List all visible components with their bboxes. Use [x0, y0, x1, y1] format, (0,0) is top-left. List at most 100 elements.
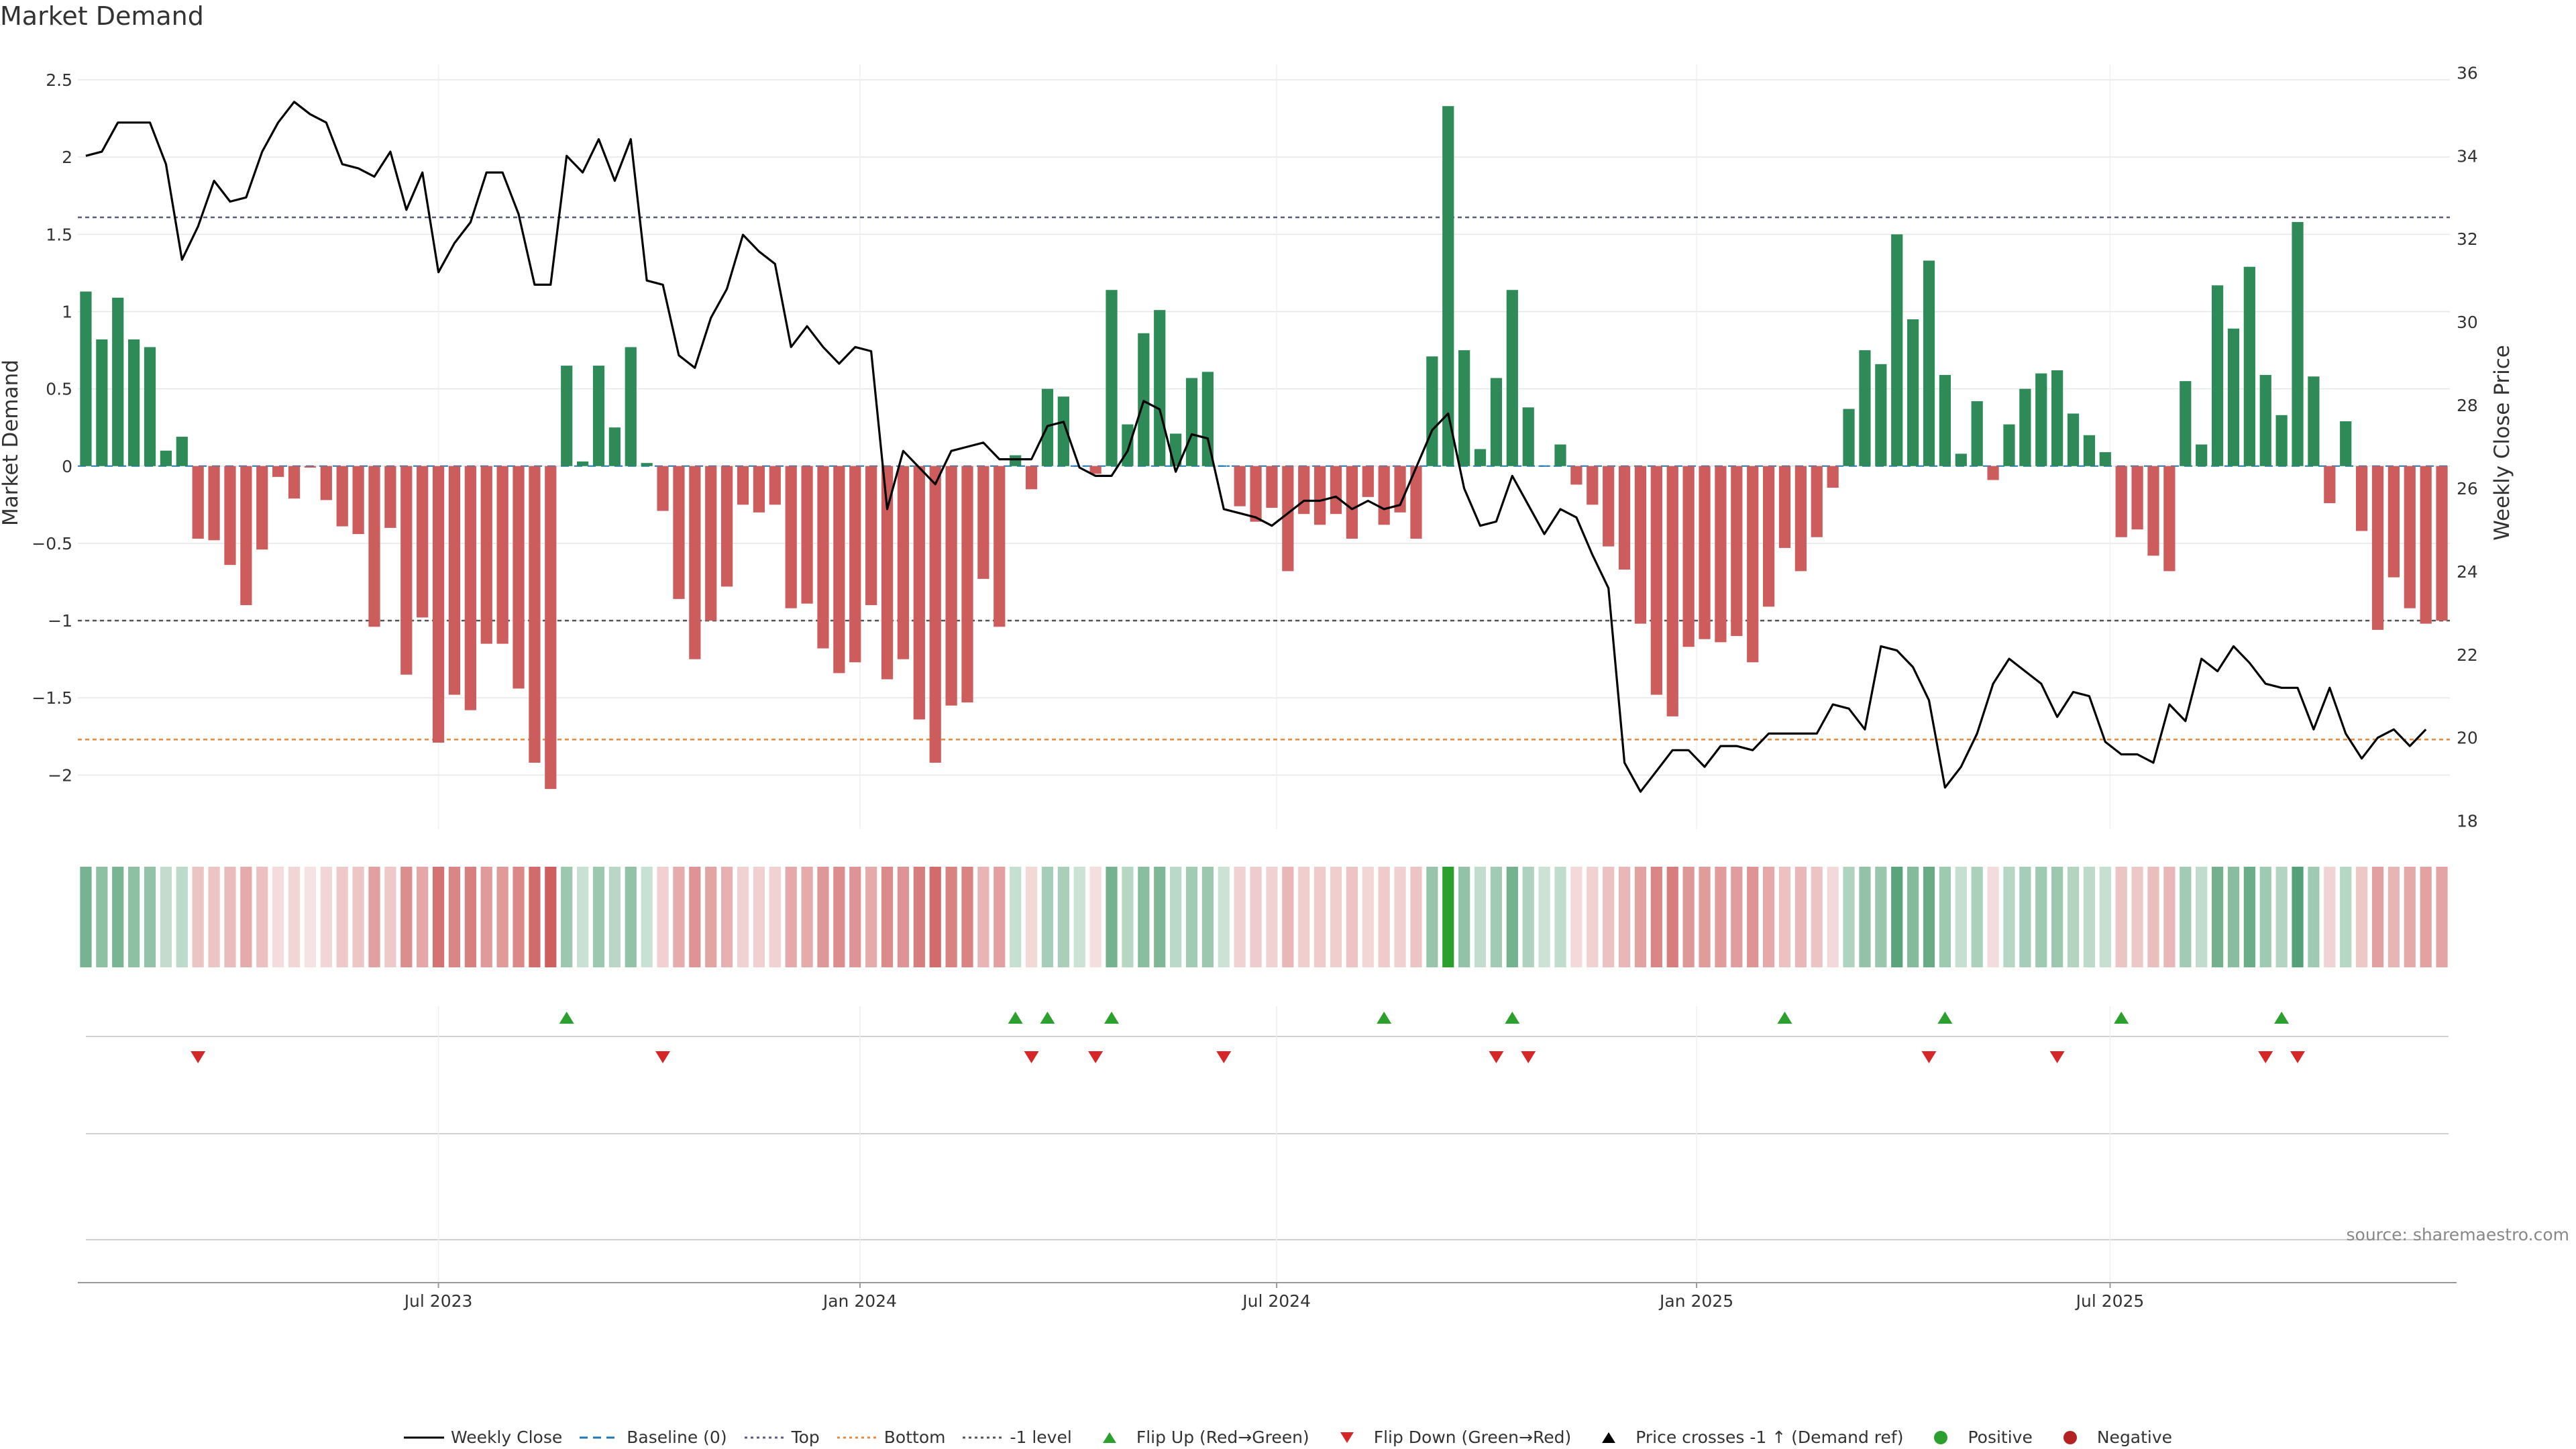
heat-cell: [1939, 867, 1951, 967]
heat-cell: [2324, 867, 2336, 967]
demand-bar-positive: [2083, 435, 2096, 466]
heat-cell: [721, 867, 733, 967]
source-note: source: sharemaestro.com: [2346, 1225, 2570, 1244]
demand-bar-negative: [2355, 466, 2368, 531]
legend-swatch: [580, 1436, 621, 1438]
demand-heat-strip: [80, 867, 2448, 967]
right-tick-label: 36: [2457, 63, 2478, 83]
demand-bar-negative: [657, 466, 669, 511]
heat-cell: [1266, 867, 1278, 967]
heat-cell: [1618, 867, 1631, 967]
demand-bar-negative: [913, 466, 925, 720]
heat-cell: [977, 867, 989, 967]
heat-cell: [513, 867, 525, 967]
demand-bar-positive: [2340, 421, 2352, 466]
flip-down-marker: [1024, 1051, 1039, 1063]
demand-bar-negative: [2131, 466, 2143, 530]
demand-bar-negative: [352, 466, 364, 535]
heat-cell: [496, 867, 508, 967]
demand-bar-positive: [561, 366, 573, 466]
flip-up-marker: [1777, 1012, 1792, 1024]
heat-cell: [945, 867, 957, 967]
left-tick-label: 0: [62, 457, 72, 476]
heat-cell: [625, 867, 637, 967]
heat-cell: [1041, 867, 1054, 967]
heat-cell: [480, 867, 492, 967]
heat-cell: [1666, 867, 1678, 967]
demand-bar-positive: [1010, 455, 1022, 466]
demand-bar-negative: [1250, 466, 1262, 522]
heat-cell: [1122, 867, 1134, 967]
heat-cell: [929, 867, 941, 967]
demand-bar-negative: [1715, 466, 1727, 643]
heat-cell: [432, 867, 445, 967]
right-tick-label: 24: [2457, 562, 2478, 582]
right-tick-label: 28: [2457, 396, 2478, 415]
demand-bar-negative: [2387, 466, 2400, 578]
demand-bar-negative: [1762, 466, 1775, 607]
heat-cell: [1234, 867, 1246, 967]
heat-cell: [2067, 867, 2080, 967]
heat-cell: [2211, 867, 2224, 967]
heat-cell: [2115, 867, 2127, 967]
heat-cell: [2292, 867, 2304, 967]
demand-bar-negative: [208, 466, 220, 541]
x-axis: Jul 2023 Jan 2024 Jul 2024 Jan 2025 Jul 2025: [78, 1282, 2457, 1311]
demand-bar-negative: [753, 466, 765, 513]
legend-item: Negative: [2050, 1428, 2172, 1447]
heat-cell: [1378, 867, 1390, 967]
demand-bar-negative: [945, 466, 957, 706]
demand-bar-negative: [994, 466, 1006, 627]
flip-down-marker: [655, 1051, 671, 1063]
demand-bar-negative: [705, 466, 717, 621]
legend-item: Positive: [1921, 1428, 2033, 1447]
demand-bar-negative: [1025, 466, 1038, 490]
right-tick-label: 26: [2457, 479, 2478, 498]
heat-cell: [1859, 867, 1871, 967]
heat-cell: [1185, 867, 1198, 967]
flip-down-marker: [2049, 1051, 2065, 1063]
heat-cell: [192, 867, 204, 967]
heat-cell: [1554, 867, 1566, 967]
heat-cell: [80, 867, 92, 967]
legend-swatch: [1934, 1430, 1948, 1444]
demand-bar-negative: [929, 466, 941, 763]
heat-cell: [2387, 867, 2400, 967]
legend-swatch: [1102, 1432, 1116, 1443]
heat-cell: [913, 867, 925, 967]
demand-bar-negative: [1298, 466, 1310, 515]
right-tick-label: 32: [2457, 229, 2478, 249]
heat-cell: [769, 867, 781, 967]
legend-label: Positive: [1968, 1428, 2033, 1447]
demand-bar-positive: [2099, 452, 2111, 466]
demand-bar-negative: [1747, 466, 1759, 663]
heat-cell: [128, 867, 140, 967]
demand-bar-negative: [2420, 466, 2432, 624]
heat-cell: [2308, 867, 2320, 967]
heat-cell: [801, 867, 813, 967]
demand-bar-positive: [1154, 310, 1166, 466]
heat-cell: [1506, 867, 1518, 967]
demand-bar-positive: [160, 450, 172, 466]
demand-bar-negative: [1731, 466, 1743, 637]
demand-bar-negative: [480, 466, 492, 644]
demand-bar-positive: [1490, 378, 1503, 466]
demand-bar-negative: [1618, 466, 1631, 570]
demand-bar-positive: [1138, 333, 1150, 466]
heat-cell: [1955, 867, 1967, 967]
heat-cell: [1843, 867, 1855, 967]
demand-bar-positive: [1923, 260, 1935, 466]
demand-bar-negative: [1089, 466, 1102, 474]
heat-cell: [545, 867, 557, 967]
demand-bar-negative: [256, 466, 268, 550]
heat-cell: [2275, 867, 2288, 967]
heat-cell: [1538, 867, 1550, 967]
heat-cell: [272, 867, 284, 967]
y-axis-label-left: Market Demand: [0, 360, 23, 526]
demand-bar-negative: [464, 466, 476, 710]
flip-markers-panel: [86, 1006, 2449, 1281]
demand-bar-positive: [1875, 364, 1887, 466]
demand-bar-positive: [2019, 388, 2031, 466]
heat-cell: [1522, 867, 1534, 967]
demand-bar-positive: [144, 347, 156, 466]
